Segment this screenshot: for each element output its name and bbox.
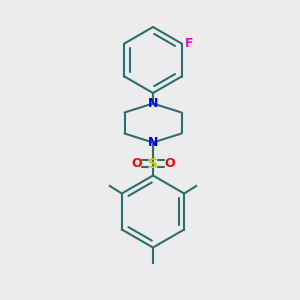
Text: S: S xyxy=(148,157,158,170)
Text: O: O xyxy=(131,157,142,170)
Text: N: N xyxy=(148,136,158,149)
Text: N: N xyxy=(148,97,158,110)
Text: O: O xyxy=(164,157,175,170)
Text: F: F xyxy=(185,37,193,50)
